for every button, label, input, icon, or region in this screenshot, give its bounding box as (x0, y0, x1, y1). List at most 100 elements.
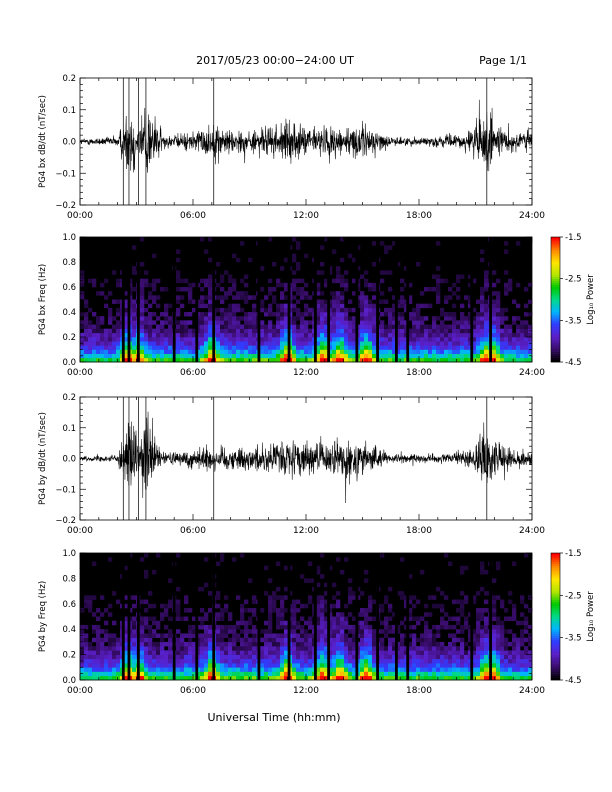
spectrogram-cell (276, 278, 281, 284)
spectrogram-cell (320, 349, 325, 354)
spectrogram-cell (216, 646, 221, 651)
spectrogram-cell (372, 671, 377, 677)
spectrogram-cell (292, 620, 297, 626)
spectrogram-cell (280, 328, 285, 334)
spectrogram-cell (228, 278, 233, 284)
spectrogram-cell (164, 287, 169, 292)
spectrogram-cell (412, 324, 417, 329)
spectrogram-cell (92, 357, 97, 363)
colorbar-tick-label: -3.5 (565, 316, 582, 326)
spectrogram-cell (460, 349, 465, 354)
spectrogram-cell (272, 591, 277, 596)
spectrogram-cell (432, 637, 437, 643)
spectrogram-cell (428, 646, 433, 651)
spectrogram-cell (224, 624, 229, 630)
spectrogram-cell (224, 349, 229, 354)
spectrogram-cell (280, 608, 285, 613)
spectrogram-cell (248, 312, 253, 317)
spectrogram-cell (516, 341, 521, 346)
spectrogram-cell (364, 357, 369, 363)
spectrogram-cell (328, 658, 333, 664)
spectrogram-cell (328, 337, 333, 342)
spectrogram-cell (216, 295, 221, 300)
spectrogram-cell (144, 646, 149, 651)
spectrogram-cell (148, 633, 153, 638)
spectrogram-cell (112, 357, 117, 363)
spectrogram-cell (180, 633, 185, 638)
spectrogram-cell (448, 671, 453, 677)
spectrogram-cell (476, 620, 481, 626)
spectrogram-cell (152, 616, 157, 622)
spectrogram-cell (284, 345, 289, 350)
spectrogram-cell (168, 654, 173, 660)
spectrogram-cell (496, 671, 501, 677)
spectrogram-cell (324, 620, 329, 626)
spectrogram-cell (92, 278, 97, 284)
spectrogram-cell (336, 633, 341, 638)
spectrogram-cell (468, 316, 473, 321)
spectrogram-cell (336, 291, 341, 296)
spectrogram-cell (248, 637, 253, 643)
colorbar-swatch (551, 618, 560, 622)
spectrogram-cell (220, 612, 225, 617)
spectrogram-cell (268, 637, 273, 643)
spectrogram-cell (492, 624, 497, 630)
spectrogram-cell (388, 328, 393, 334)
spectrogram-cell (232, 307, 237, 313)
spectrogram-cell (452, 357, 457, 363)
spectrogram-cell (308, 320, 313, 325)
spectrogram-cell (272, 675, 277, 681)
spectrogram-cell (236, 675, 241, 681)
spectrogram-cell (216, 316, 221, 321)
spectrogram-cell (444, 553, 449, 558)
spectrogram-cell (380, 675, 385, 681)
spectrogram-cell (404, 646, 409, 651)
spectrogram-cell (164, 624, 169, 630)
colorbar-swatch (551, 648, 560, 651)
spectrogram-cell (236, 650, 241, 655)
spectrogram-cell (396, 328, 401, 334)
spectrogram-cell (160, 320, 165, 325)
spectrogram-cell (144, 637, 149, 643)
spectrogram-cell (476, 641, 481, 647)
spectrogram-cell (232, 320, 237, 325)
spectrogram-cell (328, 654, 333, 660)
spectrogram-cell (500, 629, 505, 634)
spectrogram-cell (240, 637, 245, 643)
spectrogram-cell (368, 307, 373, 313)
spectrogram-cell (448, 663, 453, 668)
spectrogram-cell (392, 663, 397, 668)
spectrogram-cell (344, 357, 349, 363)
spectrogram-cell (292, 357, 297, 363)
spectrogram-cell (340, 624, 345, 630)
spectrogram-cell (420, 328, 425, 334)
spectrogram-cell (468, 658, 473, 664)
spectrogram-cell (204, 641, 209, 647)
spectrogram-cell (384, 671, 389, 677)
spectrogram-cell (364, 641, 369, 647)
data-gap-bar (257, 553, 261, 680)
spectrogram-cell (336, 320, 341, 325)
spectrogram-cell (340, 357, 345, 363)
spectrogram-cell (272, 332, 277, 338)
spectrogram-cell (396, 671, 401, 677)
spectrogram-cell (216, 663, 221, 668)
spectrogram-cell (424, 603, 429, 609)
spectrogram-cell (300, 633, 305, 638)
spectrogram-cell (316, 629, 321, 634)
spectrogram-cell (296, 245, 301, 250)
spectrogram-cell (248, 295, 253, 300)
spectrogram-cell (468, 646, 473, 651)
spectrogram-cell (236, 303, 241, 309)
spectrogram-cell (508, 278, 513, 284)
spectrogram-cell (224, 650, 229, 655)
spectrogram-cell (280, 612, 285, 617)
spectrogram-cell (248, 353, 253, 359)
spectrogram-cell (260, 320, 265, 325)
colorbar-swatch (551, 253, 560, 257)
spectrogram-cell (340, 637, 345, 643)
spectrogram-cell (440, 349, 445, 354)
spectrogram-cell (104, 278, 109, 284)
spectrogram-cell (392, 624, 397, 630)
spectrogram-cell (96, 349, 101, 354)
